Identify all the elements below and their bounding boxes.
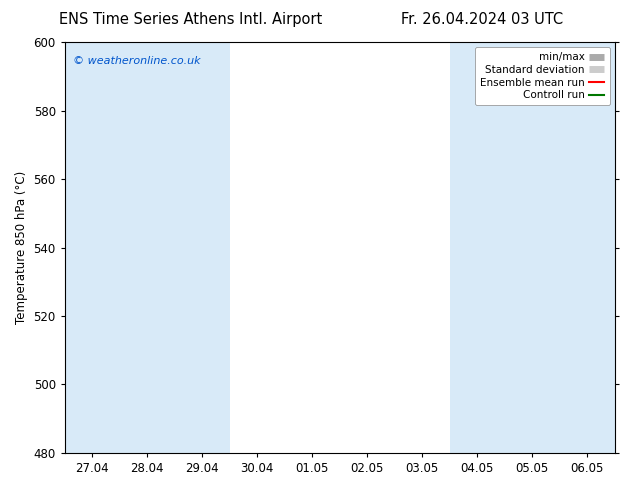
Text: © weatheronline.co.uk: © weatheronline.co.uk: [73, 56, 201, 67]
Bar: [450, 42, 615, 453]
Y-axis label: Temperature 850 hPa (°C): Temperature 850 hPa (°C): [15, 171, 28, 324]
Text: Fr. 26.04.2024 03 UTC: Fr. 26.04.2024 03 UTC: [401, 12, 563, 27]
Text: ENS Time Series Athens Intl. Airport: ENS Time Series Athens Intl. Airport: [58, 12, 322, 27]
Bar: [65, 42, 230, 453]
Legend: min/max, Standard deviation, Ensemble mean run, Controll run: min/max, Standard deviation, Ensemble me…: [475, 47, 610, 105]
